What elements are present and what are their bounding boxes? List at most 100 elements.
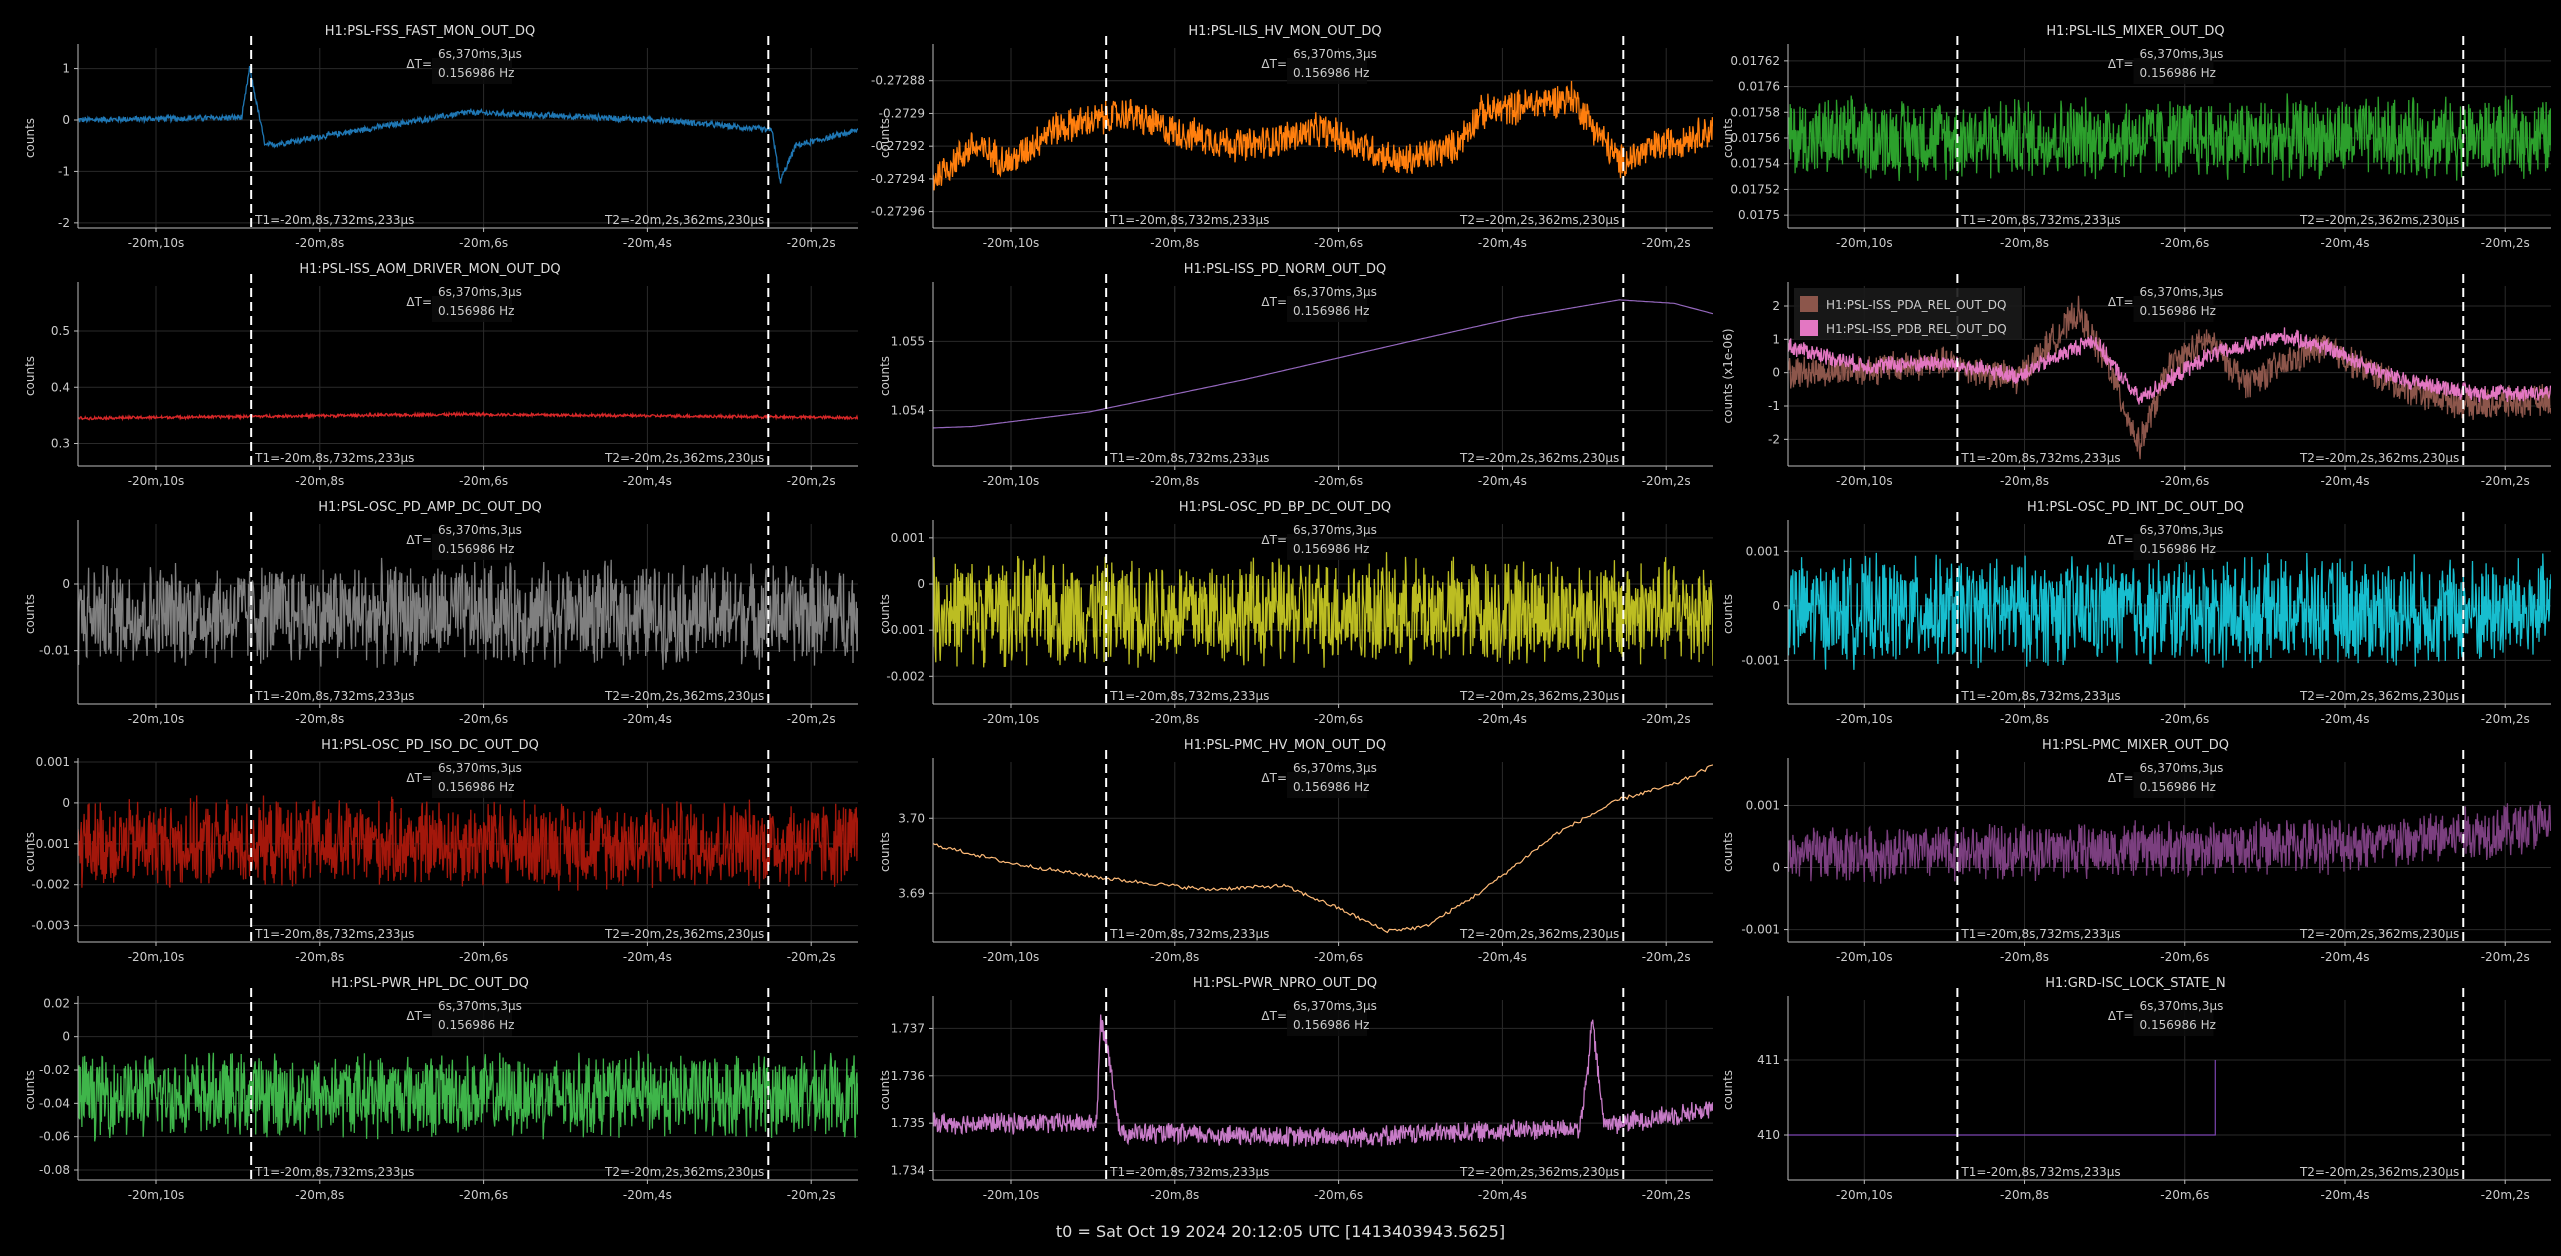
x-tick-label: -20m,2s xyxy=(787,1188,836,1202)
plot-panel-13[interactable]: H1:PSL-PWR_HPL_DC_OUT_DQ 0.02 0 -0.02 -0.04 -… xyxy=(0,970,860,1208)
y-tick-label: 0 xyxy=(62,113,70,127)
plot-panel-15[interactable]: H1:GRD-ISC_LOCK_STATE_N 411 410 -20m,10s -20… xyxy=(1710,970,2561,1208)
series-line-2 xyxy=(1788,327,2551,405)
x-tick-label: -20m,8s xyxy=(2000,1188,2049,1202)
plot-canvas[interactable]: 1.737 1.736 1.735 1.734 -20m,10s -20m,8s -20m,… xyxy=(855,970,1715,1208)
x-tick-label: -20m,4s xyxy=(2320,236,2369,250)
y-tick-label: -0.08 xyxy=(39,1163,70,1177)
y-tick-label: 0 xyxy=(1772,861,1780,875)
x-tick-label: -20m,8s xyxy=(295,712,344,726)
x-tick-label: -20m,10s xyxy=(983,1188,1040,1202)
plot-panel-9[interactable]: H1:PSL-OSC_PD_INT_DC_OUT_DQ 0.001 0 -0.001 -… xyxy=(1710,494,2561,732)
y-tick-label: -2 xyxy=(1768,432,1780,446)
delta-box xyxy=(432,1010,512,1036)
x-tick-label: -20m,6s xyxy=(1314,712,1363,726)
delta-box xyxy=(432,772,512,798)
y-axis-label: counts xyxy=(23,594,37,634)
x-tick-label: -20m,10s xyxy=(1836,1188,1893,1202)
delta-value: 6s,370ms,3μs xyxy=(1293,285,1377,299)
plot-canvas[interactable]: 411 410 -20m,10s -20m,8s -20m,6s -20m,4s -20m,… xyxy=(1710,970,2561,1208)
delta-frequency: 0.156986 Hz xyxy=(438,304,514,318)
plot-panel-6[interactable]: 2 1 0 -1 -2 -20m,10s -20m,8s -20m,6s -20m,4s -20m… xyxy=(1710,256,2561,494)
t1-label: T1=-20m,8s,732ms,233μs xyxy=(1960,213,2120,227)
x-tick-label: -20m,2s xyxy=(2481,474,2530,488)
x-tick-label: -20m,8s xyxy=(295,236,344,250)
x-tick-label: -20m,10s xyxy=(983,950,1040,964)
t0-footer: t0 = Sat Oct 19 2024 20:12:05 UTC [14134… xyxy=(1055,1222,1506,1241)
t2-label: T2=-20m,2s,362ms,230μs xyxy=(1459,213,1619,227)
plot-canvas[interactable]: -0.27288 -0.2729 -0.27292 -0.27294 -0.27296 -… xyxy=(855,18,1715,256)
plot-canvas[interactable]: 0.001 0 -0.001 -20m,10s -20m,8s -20m,6s -20m,4… xyxy=(1710,494,2561,732)
plot-panel-4[interactable]: H1:PSL-ISS_AOM_DRIVER_MON_OUT_DQ 0.5 0.4 0.… xyxy=(0,256,860,494)
delta-prefix: ΔT= xyxy=(1261,295,1287,309)
y-tick-label: -1 xyxy=(1768,399,1780,413)
legend-box xyxy=(1794,288,2022,340)
plot-panel-5[interactable]: H1:PSL-ISS_PD_NORM_OUT_DQ 1.055 1.054 -20m,… xyxy=(855,256,1715,494)
x-tick-label: -20m,2s xyxy=(2481,950,2530,964)
t2-label: T2=-20m,2s,362ms,230μs xyxy=(1459,927,1619,941)
delta-frequency: 0.156986 Hz xyxy=(1293,1018,1369,1032)
y-tick-label: -0.01 xyxy=(39,644,70,658)
plot-canvas[interactable]: 0.02 0 -0.02 -0.04 -0.06 -0.08 -20m,10s -20m,8s… xyxy=(0,970,860,1208)
y-tick-label: 1.054 xyxy=(891,404,925,418)
y-tick-label: -2 xyxy=(58,216,70,230)
y-tick-label: 0.4 xyxy=(51,380,70,394)
plot-canvas[interactable]: 0.01762 0.0176 0.01758 0.01756 0.01754 0.0175… xyxy=(1710,18,2561,256)
y-axis-label: counts xyxy=(23,832,37,872)
x-tick-label: -20m,2s xyxy=(1642,474,1691,488)
t2-label: T2=-20m,2s,362ms,230μs xyxy=(604,927,764,941)
delta-prefix: ΔT= xyxy=(1261,1009,1287,1023)
y-tick-label: 0.0175 xyxy=(1738,208,1780,222)
y-tick-label: 0.01754 xyxy=(1730,157,1780,171)
t1-label: T1=-20m,8s,732ms,233μs xyxy=(1109,213,1269,227)
y-tick-label: 0.01756 xyxy=(1730,131,1780,145)
plot-canvas[interactable]: 0.001 0 -0.001 -0.002 -20m,10s -20m,8s -20m,6s… xyxy=(855,494,1715,732)
plot-panel-8[interactable]: H1:PSL-OSC_PD_BP_DC_OUT_DQ 0.001 0 -0.001 -0… xyxy=(855,494,1715,732)
series-line-1 xyxy=(1788,801,2551,884)
x-tick-label: -20m,6s xyxy=(2160,1188,2209,1202)
plot-panel-11[interactable]: H1:PSL-PMC_HV_MON_OUT_DQ 3.70 3.69 -20m,10s… xyxy=(855,732,1715,970)
delta-frequency: 0.156986 Hz xyxy=(2140,1018,2216,1032)
plot-panel-10[interactable]: H1:PSL-OSC_PD_ISO_DC_OUT_DQ 0.001 0 -0.001 -… xyxy=(0,732,860,970)
plot-canvas[interactable]: 2 1 0 -1 -2 -20m,10s -20m,8s -20m,6s -20m,4s -20m… xyxy=(1710,256,2561,494)
plot-panel-14[interactable]: H1:PSL-PWR_NPRO_OUT_DQ 1.737 1.736 1.735 1.7… xyxy=(855,970,1715,1208)
y-tick-label: -0.002 xyxy=(886,669,925,683)
plot-panel-2[interactable]: H1:PSL-ILS_HV_MON_OUT_DQ -0.27288 -0.2729-… xyxy=(855,18,1715,256)
delta-value: 6s,370ms,3μs xyxy=(1293,999,1377,1013)
x-tick-label: -20m,2s xyxy=(1642,236,1691,250)
plot-canvas[interactable]: 3.70 3.69 -20m,10s -20m,8s -20m,6s -20m,4s -20… xyxy=(855,732,1715,970)
y-tick-label: 1.734 xyxy=(891,1164,925,1178)
x-tick-label: -20m,6s xyxy=(2160,712,2209,726)
plot-canvas[interactable]: 0 -0.01 -20m,10s -20m,8s -20m,6s -20m,4s -20m,… xyxy=(0,494,860,732)
delta-prefix: ΔT= xyxy=(406,533,432,547)
x-tick-label: -20m,2s xyxy=(787,474,836,488)
x-tick-label: -20m,10s xyxy=(128,950,185,964)
plot-panel-1[interactable]: H1:PSL-FSS_FAST_MON_OUT_DQ 1 0 -1 -2 -20m,10s… xyxy=(0,18,860,256)
y-tick-label: 0.001 xyxy=(1746,544,1780,558)
x-tick-label: -20m,8s xyxy=(295,1188,344,1202)
series-line-1 xyxy=(933,299,1713,429)
legend: H1:PSL-ISS_PDA_REL_OUT_DQ H1:PSL-ISS_PDB_… xyxy=(1794,288,2022,340)
plot-canvas[interactable]: 1 0 -1 -2 -20m,10s -20m,8s -20m,6s -20m,4s -20m,… xyxy=(0,18,860,256)
x-tick-label: -20m,2s xyxy=(2481,712,2530,726)
t1-label: T1=-20m,8s,732ms,233μs xyxy=(1109,451,1269,465)
plot-title: H1:PSL-OSC_PD_ISO_DC_OUT_DQ xyxy=(321,738,539,753)
plot-panel-12[interactable]: H1:PSL-PMC_MIXER_OUT_DQ 0.001 0 -0.001 -20m,… xyxy=(1710,732,2561,970)
plot-title: H1:PSL-PWR_NPRO_OUT_DQ xyxy=(1192,976,1378,991)
delta-box xyxy=(432,296,512,322)
x-tick-label: -20m,4s xyxy=(623,474,672,488)
series-line-1 xyxy=(933,80,1713,191)
plot-canvas[interactable]: 0.5 0.4 0.3 -20m,10s -20m,8s -20m,6s -20m,4s -2… xyxy=(0,256,860,494)
x-tick-label: -20m,2s xyxy=(1642,950,1691,964)
t2-label: T2=-20m,2s,362ms,230μs xyxy=(604,451,764,465)
plot-panel-7[interactable]: H1:PSL-OSC_PD_AMP_DC_OUT_DQ 0 -0.01 -20m,10… xyxy=(0,494,860,732)
y-axis-label: counts xyxy=(1721,118,1735,158)
series-line-1 xyxy=(933,1014,1713,1148)
delta-frequency: 0.156986 Hz xyxy=(2140,304,2216,318)
plot-canvas[interactable]: 0.001 0 -0.001 -20m,10s -20m,8s -20m,6s -20m,4… xyxy=(1710,732,2561,970)
plot-canvas[interactable]: 0.001 0 -0.001 -0.002 -0.003 -20m,10s -20m,8s -… xyxy=(0,732,860,970)
y-tick-label: 1 xyxy=(62,62,70,76)
plot-panel-3[interactable]: H1:PSL-ILS_MIXER_OUT_DQ 0.01762 0.0176 0.01… xyxy=(1710,18,2561,256)
delta-prefix: ΔT= xyxy=(2108,57,2134,71)
plot-canvas[interactable]: 1.055 1.054 -20m,10s -20m,8s -20m,6s -20m,4s -… xyxy=(855,256,1715,494)
